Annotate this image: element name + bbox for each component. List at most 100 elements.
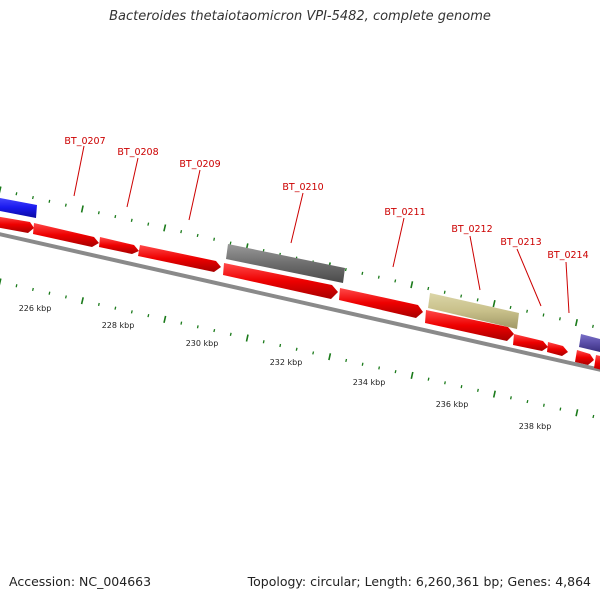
minor-tick <box>361 362 364 366</box>
scale-label-228: 228 kbp <box>102 321 135 330</box>
accession-text: Accession: NC_004663 <box>9 574 152 589</box>
minor-tick <box>180 230 183 234</box>
forward-genes <box>0 216 600 372</box>
minor-tick <box>213 328 216 333</box>
genome-summary-text: Topology: circular; Length: 6,260,361 bp… <box>247 574 591 589</box>
minor-tick <box>130 218 133 222</box>
gene-arrow[interactable] <box>594 355 600 372</box>
minor-tick <box>444 381 446 385</box>
minor-tick <box>114 306 117 310</box>
minor-tick <box>345 358 348 363</box>
major-tick <box>492 390 496 398</box>
gene-label-group: BT_0207 BT_0208 BT_0209 BT_0210 BT_0211 … <box>64 136 589 314</box>
genome-backbone <box>0 232 600 372</box>
outer-tick-row <box>0 186 594 328</box>
leader-line <box>392 217 405 268</box>
minor-tick <box>526 309 529 313</box>
minor-tick <box>361 271 364 275</box>
minor-tick <box>64 295 67 299</box>
scale-label-226: 226 kbp <box>19 304 52 313</box>
minor-tick <box>344 267 347 272</box>
minor-tick <box>460 294 463 298</box>
minor-tick <box>48 199 51 203</box>
major-tick <box>328 353 332 361</box>
gene-arrow[interactable] <box>99 237 139 254</box>
minor-tick <box>64 203 67 207</box>
gene-arrow[interactable] <box>223 263 338 299</box>
gene-label-bt0208[interactable]: BT_0208 <box>117 147 158 158</box>
major-tick <box>0 186 2 194</box>
gene-block-blue[interactable] <box>0 197 37 218</box>
minor-tick <box>591 324 594 328</box>
gene-label-bt0210[interactable]: BT_0210 <box>282 182 323 193</box>
minor-tick <box>130 310 133 314</box>
minor-tick <box>15 192 18 196</box>
major-tick <box>575 409 579 417</box>
minor-tick <box>509 305 512 310</box>
minor-tick <box>394 279 397 283</box>
gene-label-bt0209[interactable]: BT_0209 <box>179 159 220 170</box>
major-tick <box>492 300 496 308</box>
minor-tick <box>97 211 100 215</box>
gene-arrow[interactable] <box>575 350 594 365</box>
minor-tick <box>31 287 34 292</box>
major-tick <box>245 334 249 342</box>
minor-tick <box>262 340 265 344</box>
major-tick <box>80 205 84 213</box>
minor-tick <box>180 321 183 325</box>
gene-arrow[interactable] <box>339 288 423 318</box>
minor-tick <box>394 370 397 374</box>
gene-arrow[interactable] <box>513 334 548 351</box>
minor-tick <box>279 343 282 348</box>
minor-tick <box>312 351 315 355</box>
minor-tick <box>114 214 117 219</box>
gene-label-bt0211[interactable]: BT_0211 <box>384 207 425 218</box>
gene-arrow[interactable] <box>138 245 221 272</box>
minor-tick <box>196 325 199 329</box>
gene-arrow[interactable] <box>425 310 514 341</box>
minor-tick <box>97 302 100 307</box>
leader-line <box>469 235 481 291</box>
minor-tick <box>31 195 34 200</box>
major-tick <box>574 319 578 327</box>
gene-label-bt0213[interactable]: BT_0213 <box>500 237 541 248</box>
scale-label-group: 226 kbp 228 kbp 230 kbp 232 kbp 234 kbp … <box>19 304 552 431</box>
gene-label-bt0214[interactable]: BT_0214 <box>547 250 588 261</box>
minor-tick <box>213 237 216 241</box>
scale-label-234: 234 kbp <box>353 378 386 387</box>
leader-line <box>565 261 570 314</box>
major-tick <box>163 315 167 323</box>
gene-arrow[interactable] <box>0 216 34 233</box>
major-tick <box>163 224 167 232</box>
minor-tick <box>427 286 430 291</box>
leader-line <box>126 157 139 208</box>
gene-block-gray[interactable] <box>226 244 345 283</box>
minor-tick <box>196 233 199 238</box>
leader-line <box>188 169 201 221</box>
gene-arrow[interactable] <box>33 223 99 247</box>
scale-label-238: 238 kbp <box>519 422 552 431</box>
major-tick <box>0 278 2 286</box>
gene-block-purple[interactable] <box>579 334 600 352</box>
gene-block-khaki[interactable] <box>428 293 519 329</box>
leader-line <box>73 145 85 197</box>
gene-label-bt0207[interactable]: BT_0207 <box>64 136 105 147</box>
minor-tick <box>147 222 150 226</box>
minor-tick <box>460 384 463 389</box>
gene-label-bt0212[interactable]: BT_0212 <box>451 224 492 235</box>
minor-tick <box>229 332 232 336</box>
major-tick <box>410 281 414 289</box>
minor-tick <box>558 317 561 321</box>
minor-tick <box>476 388 479 392</box>
minor-tick <box>592 414 595 419</box>
minor-tick <box>48 291 51 295</box>
minor-tick <box>377 275 380 279</box>
gene-arrow[interactable] <box>547 342 568 356</box>
minor-tick <box>542 313 545 317</box>
minor-tick <box>427 377 430 381</box>
minor-tick <box>526 399 529 404</box>
map-title: Bacteroides thetaiotaomicron VPI-5482, c… <box>109 9 491 24</box>
minor-tick <box>15 284 18 288</box>
minor-tick <box>378 366 381 370</box>
